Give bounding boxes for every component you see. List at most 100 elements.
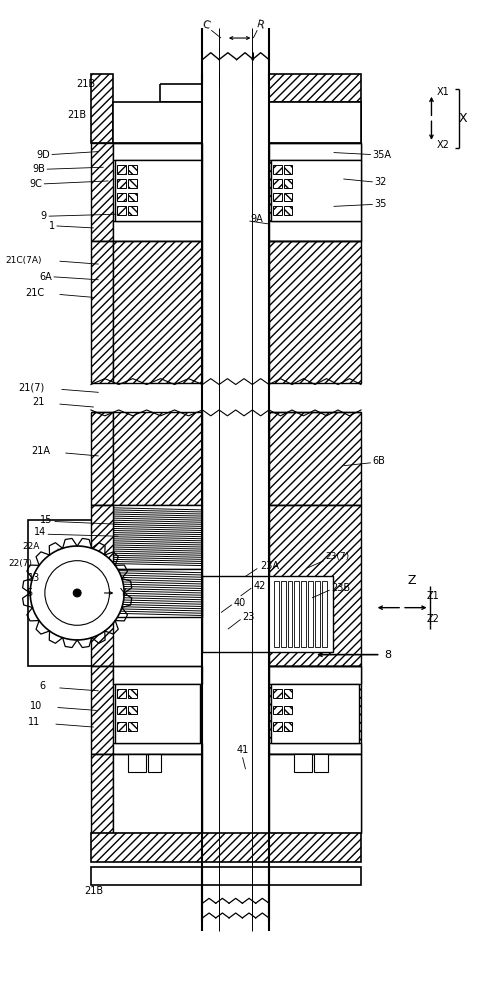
- Bar: [273, 193, 282, 201]
- Bar: [273, 165, 282, 174]
- Bar: [91, 143, 113, 241]
- Bar: [113, 743, 203, 754]
- Bar: [283, 179, 292, 188]
- Bar: [128, 689, 137, 698]
- Text: 9B: 9B: [32, 164, 45, 174]
- Bar: [269, 221, 361, 241]
- Text: X2: X2: [437, 140, 450, 150]
- Bar: [91, 241, 113, 383]
- Text: 21: 21: [32, 397, 45, 407]
- Text: 35A: 35A: [373, 150, 392, 160]
- Text: 21B: 21B: [84, 886, 103, 896]
- Bar: [322, 581, 327, 647]
- Bar: [128, 706, 137, 714]
- Circle shape: [30, 546, 124, 640]
- Bar: [91, 666, 113, 754]
- Bar: [269, 102, 361, 143]
- Bar: [128, 165, 137, 174]
- Bar: [269, 143, 361, 241]
- Bar: [148, 754, 161, 772]
- Bar: [128, 754, 146, 772]
- Bar: [273, 706, 282, 714]
- Text: 21C(7A): 21C(7A): [5, 256, 42, 265]
- Text: X: X: [459, 112, 467, 125]
- Bar: [113, 569, 203, 617]
- Text: 5: 5: [26, 588, 32, 598]
- Bar: [115, 160, 203, 221]
- Bar: [269, 666, 361, 754]
- Bar: [283, 722, 292, 731]
- Bar: [273, 689, 282, 698]
- Bar: [283, 206, 292, 215]
- Bar: [273, 722, 282, 731]
- Bar: [281, 581, 285, 647]
- Bar: [269, 241, 361, 383]
- Bar: [308, 581, 313, 647]
- Bar: [113, 412, 203, 505]
- Bar: [113, 754, 203, 833]
- Bar: [274, 581, 279, 647]
- Bar: [117, 179, 126, 188]
- Circle shape: [45, 561, 109, 625]
- Bar: [269, 754, 361, 833]
- Text: Y: Y: [120, 588, 127, 598]
- Text: 23: 23: [243, 612, 255, 622]
- Bar: [273, 179, 282, 188]
- Circle shape: [73, 589, 81, 597]
- Text: Z2: Z2: [427, 614, 440, 624]
- Text: R: R: [255, 19, 265, 31]
- Text: Z1: Z1: [427, 591, 440, 601]
- Text: 41: 41: [237, 745, 249, 755]
- Bar: [113, 241, 203, 383]
- Bar: [287, 581, 292, 647]
- Text: 32: 32: [375, 177, 387, 187]
- Text: 11: 11: [28, 717, 40, 727]
- Text: 10: 10: [29, 701, 42, 711]
- Bar: [269, 143, 361, 160]
- Bar: [28, 520, 113, 666]
- Text: 22(7): 22(7): [8, 559, 32, 568]
- Bar: [128, 179, 137, 188]
- Bar: [113, 143, 203, 160]
- Bar: [271, 684, 359, 743]
- Bar: [117, 722, 126, 731]
- Bar: [91, 867, 361, 885]
- Bar: [294, 581, 299, 647]
- Bar: [128, 193, 137, 201]
- Text: 6: 6: [40, 681, 46, 691]
- Text: 15: 15: [40, 515, 53, 525]
- Bar: [269, 74, 361, 143]
- Text: 6A: 6A: [39, 272, 52, 282]
- Text: 22A: 22A: [22, 542, 40, 551]
- Bar: [314, 754, 328, 772]
- Text: 21A: 21A: [31, 446, 50, 456]
- Text: 23A: 23A: [260, 561, 279, 571]
- Bar: [117, 165, 126, 174]
- Text: 21B: 21B: [76, 79, 95, 89]
- Text: 35: 35: [375, 199, 387, 209]
- Bar: [117, 706, 126, 714]
- Bar: [269, 412, 361, 505]
- Bar: [269, 666, 361, 684]
- Bar: [269, 743, 361, 754]
- Bar: [273, 206, 282, 215]
- Text: 9A: 9A: [250, 214, 263, 224]
- Bar: [115, 684, 201, 743]
- Text: X1: X1: [437, 87, 450, 97]
- Bar: [117, 206, 126, 215]
- Bar: [113, 102, 203, 143]
- Bar: [283, 689, 292, 698]
- Text: 21B: 21B: [67, 110, 86, 120]
- Bar: [271, 160, 361, 221]
- Bar: [294, 754, 312, 772]
- Bar: [283, 193, 292, 201]
- Text: 9D: 9D: [36, 150, 50, 160]
- Text: 23(7): 23(7): [326, 552, 350, 561]
- Bar: [113, 221, 203, 241]
- Text: 23B: 23B: [332, 583, 351, 593]
- Bar: [91, 754, 113, 833]
- Bar: [113, 505, 203, 569]
- Bar: [315, 581, 320, 647]
- Text: 9C: 9C: [29, 179, 42, 189]
- Text: C: C: [201, 19, 212, 31]
